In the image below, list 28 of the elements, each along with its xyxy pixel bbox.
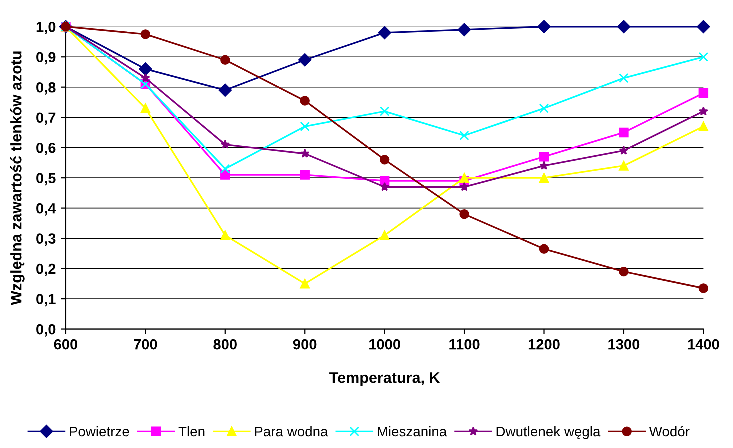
legend-label: Tlen (178, 426, 205, 437)
y-tick-label: 0,2 (36, 264, 56, 276)
legend-label: Powietrze (70, 426, 130, 437)
x-tick-label: 800 (214, 339, 237, 350)
x-tick-label: 1200 (528, 339, 560, 350)
x-axis-title: Temperatura, K (330, 372, 440, 386)
y-tick-label: 0,8 (36, 82, 56, 95)
legend-label: Wodór (649, 426, 690, 437)
x-tick-label: 600 (54, 339, 78, 350)
y-tick-label: 0,9 (36, 52, 56, 65)
x-tick-label: 700 (134, 339, 158, 350)
y-axis-title: Względna zawartość tlenków azotu (10, 52, 25, 306)
y-tick-label: 0,3 (36, 234, 56, 246)
y-tick-label: 0,4 (36, 203, 56, 216)
y-tick-label: 0,5 (36, 173, 56, 186)
y-tick-label: 0,0 (36, 324, 56, 337)
legend-label: Mieszanina (378, 426, 448, 437)
y-tick-label: 1,0 (36, 22, 56, 34)
x-tick-label: 1400 (688, 339, 720, 350)
x-tick-label: 1100 (450, 339, 480, 350)
x-tick-label: 900 (293, 339, 317, 350)
legend-label: Para wodna (255, 426, 328, 437)
y-tick-label: 0,6 (36, 142, 56, 156)
legend-label: Dwutlenek węgla (496, 426, 601, 440)
x-tick-label: 1300 (608, 339, 640, 350)
x-tick-label: 1000 (370, 339, 400, 350)
y-tick-label: 0,1 (36, 294, 56, 307)
y-tick-label: 0,7 (36, 112, 56, 126)
